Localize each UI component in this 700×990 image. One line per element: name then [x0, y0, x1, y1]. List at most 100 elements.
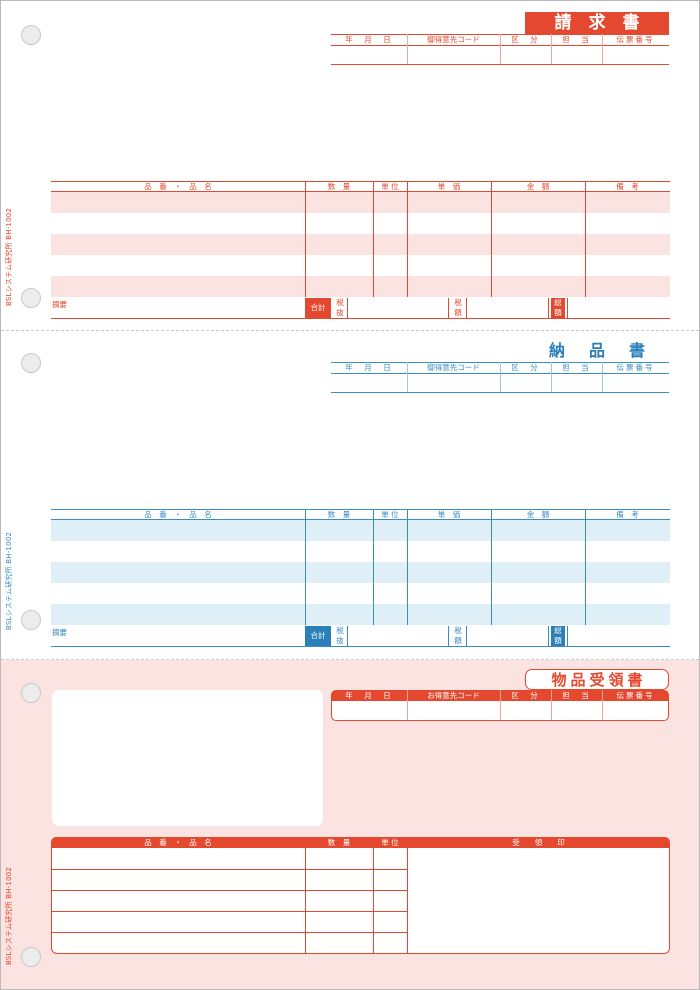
receipt-header-table: 年 月 日 お得意先コード 区 分 担 当 伝票番号: [331, 690, 669, 721]
header-date: 年 月 日: [345, 35, 393, 44]
rule: [585, 181, 586, 297]
rule: [407, 690, 408, 720]
side-code: BSLシステム研究所 BH-1002: [5, 531, 13, 630]
tax-excluded-label-1: 税: [336, 626, 344, 635]
rule: [567, 298, 568, 318]
tax-label-2: 額: [454, 308, 462, 317]
binding-hole: [21, 353, 41, 373]
header-date: 年 月 日: [345, 363, 393, 372]
rule: [551, 362, 552, 392]
rule: [466, 626, 467, 646]
binding-hole: [21, 288, 41, 308]
header-category: 区 分: [511, 35, 540, 44]
side-code: BSLシステム研究所 BH-1002: [5, 866, 13, 965]
tax-label-2: 額: [454, 636, 462, 645]
invoice-footer: 摘要 合計 税 抜 税 額 総 額: [51, 298, 670, 319]
rule: [407, 34, 408, 64]
table-row: [51, 192, 670, 213]
rule: [305, 848, 306, 953]
tax-excluded-label-1: 税: [336, 298, 344, 307]
perforation-line: [1, 659, 699, 660]
rule: [347, 626, 348, 646]
receipt-title: 物品受領書: [525, 669, 669, 690]
invoice-items-table: 品 番 ・ 品 名 数 量 単 位 単 価 金 額 備 考: [51, 181, 670, 298]
rule: [407, 362, 408, 392]
rule: [585, 509, 586, 625]
col-unit: 単 位: [381, 182, 399, 191]
rule: [51, 519, 670, 520]
header-category: 区 分: [511, 363, 540, 372]
grand-total-label-1: 総: [551, 626, 565, 636]
col-unit-price: 単 価: [437, 510, 461, 519]
invoice-title: 請求書: [525, 12, 669, 34]
table-row: [51, 541, 670, 562]
rule: [548, 298, 549, 318]
header-slip-number: 伝票番号: [616, 691, 655, 700]
rule: [305, 509, 306, 625]
col-item-name: 品 番 ・ 品 名: [144, 182, 212, 191]
header-slip-number: 伝票番号: [616, 35, 655, 44]
header-bar: [51, 837, 670, 848]
tax-label-1: 税: [454, 626, 462, 635]
table-row: [51, 869, 407, 870]
rule: [466, 298, 467, 318]
rule: [51, 191, 670, 192]
col-remarks: 備 考: [616, 510, 639, 519]
delivery-items-table: 品 番 ・ 品 名 数 量 単 位 単 価 金 額 備 考: [51, 509, 670, 626]
table-body: [51, 848, 670, 954]
perforation-line: [1, 330, 699, 331]
header-slip-number: 伝票番号: [616, 363, 655, 372]
rule: [500, 690, 501, 720]
receipt-items-table: 品 番 ・ 品 名 数 量 単 位 受 領 印: [51, 837, 670, 954]
address-box: [52, 690, 323, 826]
tax-label-1: 税: [454, 298, 462, 307]
rule: [407, 848, 408, 953]
header-staff: 担 当: [562, 35, 591, 44]
grand-total-label-2: 額: [551, 636, 565, 646]
table-row: [51, 562, 670, 583]
rule: [602, 362, 603, 392]
binding-hole: [21, 25, 41, 45]
binding-hole: [21, 683, 41, 703]
rule: [500, 362, 501, 392]
delivery-title: 納品書: [549, 341, 670, 360]
rule: [51, 181, 670, 182]
grand-total-label-1: 総: [551, 298, 565, 308]
table-row: [51, 911, 407, 912]
tax-excluded-label-2: 抜: [336, 636, 344, 645]
binding-hole: [21, 610, 41, 630]
rule: [567, 626, 568, 646]
rule: [448, 298, 449, 318]
invoice-section: BSLシステム研究所 BH-1002 請求書 年 月 日 御得意先コード 区 分…: [1, 1, 699, 330]
rule: [551, 34, 552, 64]
grand-total-label-2: 額: [551, 308, 565, 318]
rule: [602, 34, 603, 64]
rule: [548, 626, 549, 646]
delivery-header-table: 年 月 日 御得意先コード 区 分 担 当 伝票番号: [331, 362, 669, 393]
table-row: [51, 234, 670, 255]
rule: [407, 509, 408, 625]
rule: [448, 626, 449, 646]
header-staff: 担 当: [562, 363, 591, 372]
summary-label: 摘要: [52, 300, 67, 309]
col-quantity: 数 量: [327, 510, 351, 519]
rule: [51, 509, 670, 510]
col-item-name: 品 番 ・ 品 名: [144, 838, 212, 847]
rule: [500, 34, 501, 64]
delivery-footer: 摘要 合計 税 抜 税 額 総 額: [51, 626, 670, 647]
rule: [331, 64, 669, 65]
rule: [373, 181, 374, 297]
rule: [551, 690, 552, 720]
total-label: 合計: [305, 626, 331, 646]
rule: [331, 392, 669, 393]
rule: [491, 509, 492, 625]
rule: [51, 318, 670, 319]
header-category: 区 分: [511, 691, 540, 700]
table-row: [51, 255, 670, 276]
col-receipt-stamp: 受 領 印: [512, 838, 565, 847]
table-row: [51, 520, 670, 541]
rule: [347, 298, 348, 318]
col-amount: 金 額: [526, 182, 550, 191]
col-unit-price: 単 価: [437, 182, 461, 191]
